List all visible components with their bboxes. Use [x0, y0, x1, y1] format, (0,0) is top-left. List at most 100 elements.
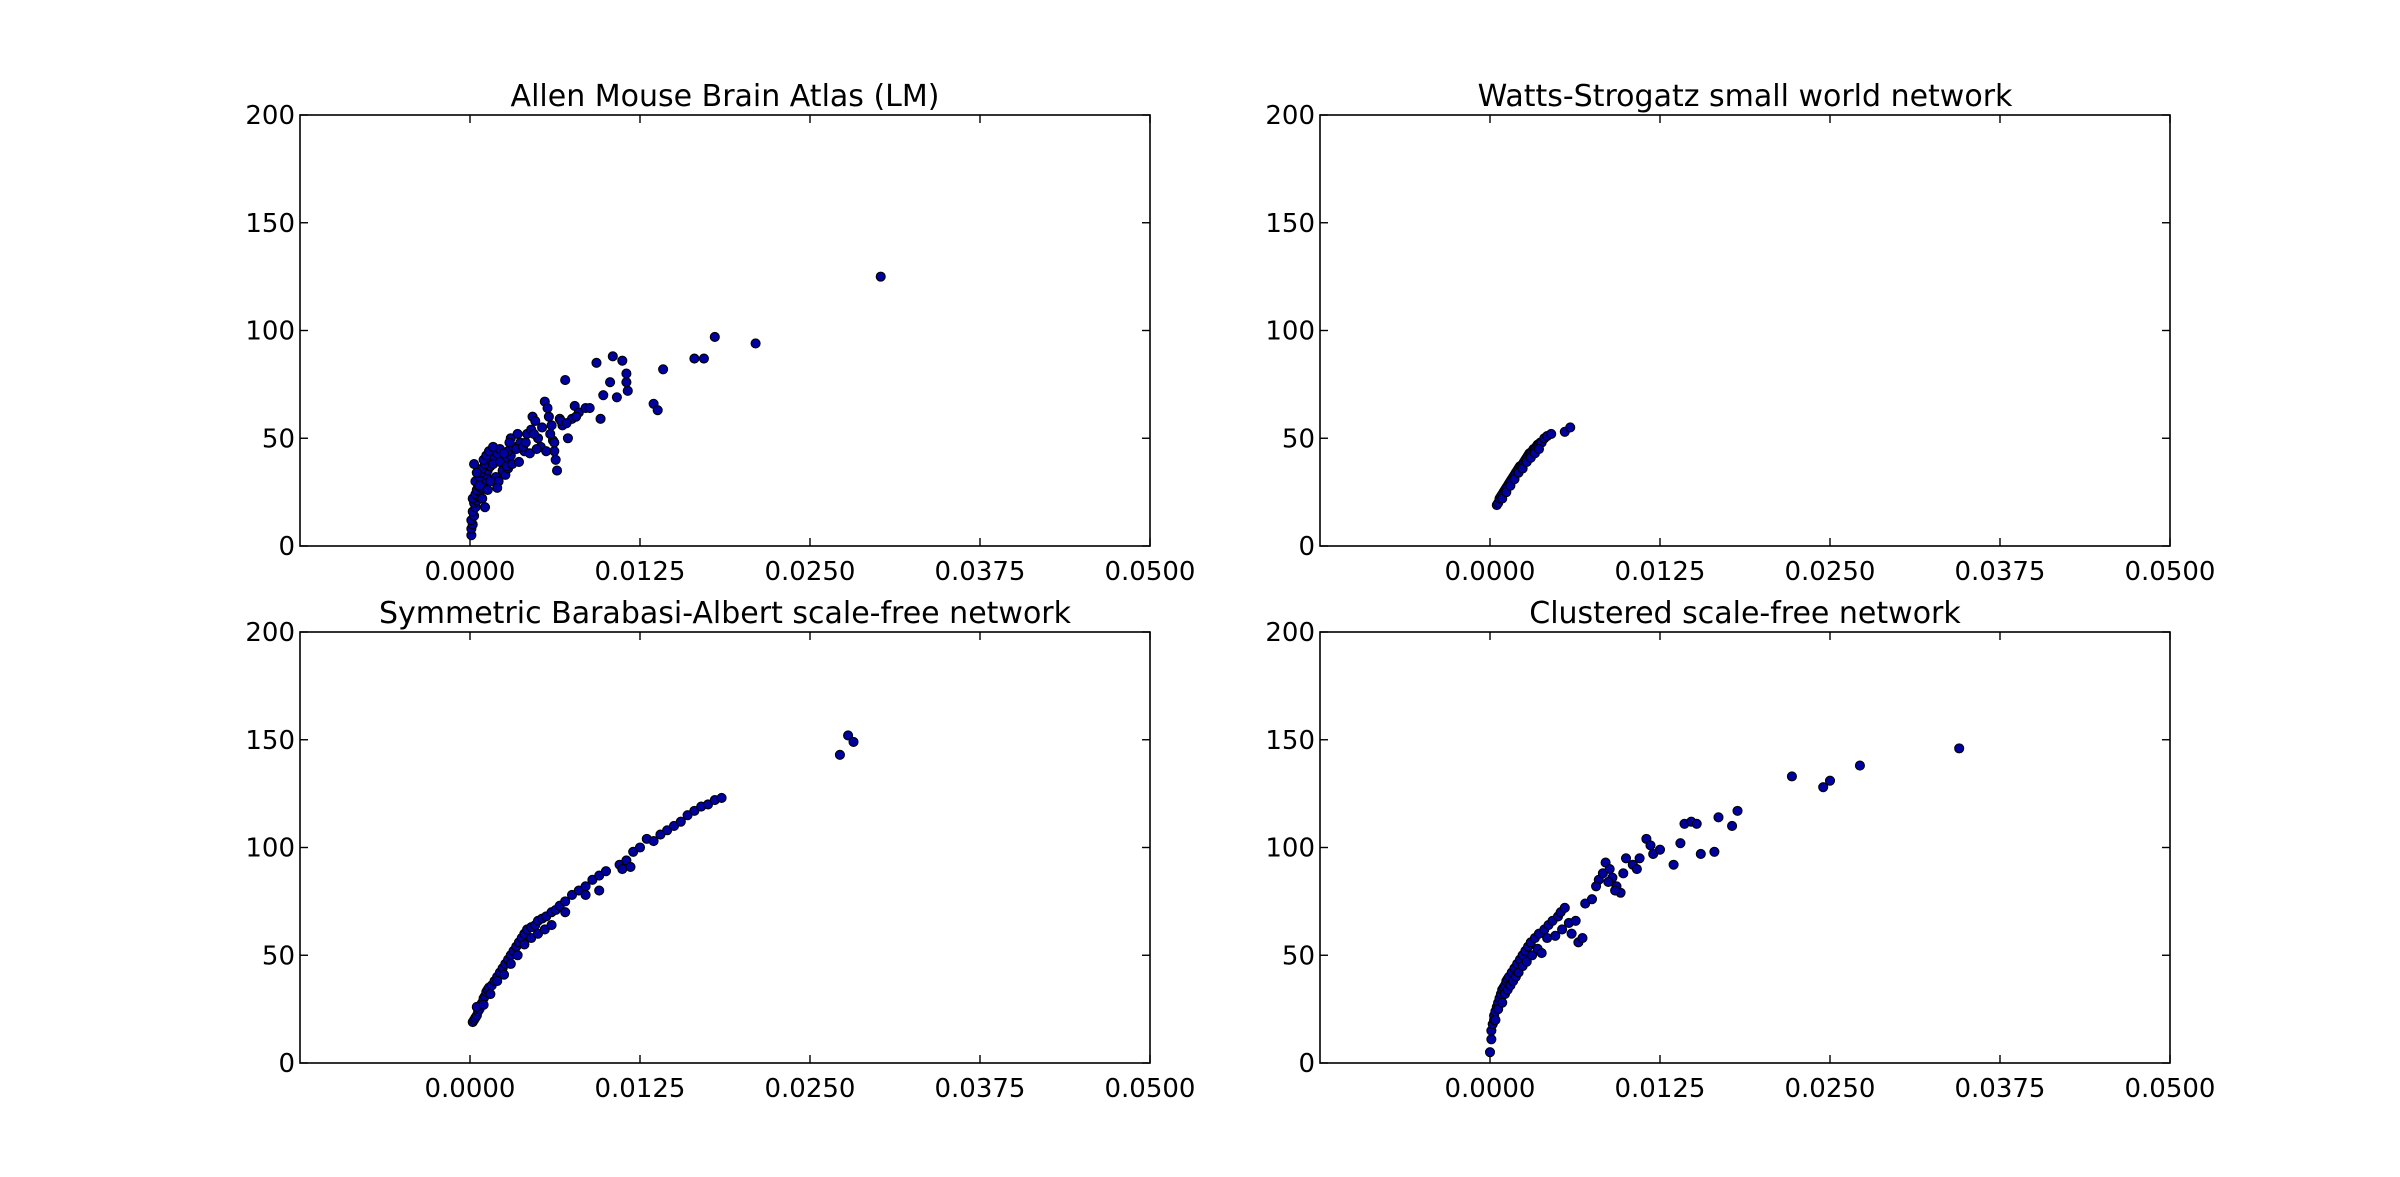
y-tick-label: 150 — [1265, 209, 1315, 239]
x-tick-label: 0.0000 — [1445, 557, 1536, 587]
data-point — [1536, 948, 1547, 959]
data-point — [843, 730, 854, 741]
data-point — [1557, 924, 1568, 935]
data-point — [625, 861, 636, 872]
panel-watts-strogatz: Watts-Strogatz small world network 0.0000… — [1265, 79, 2215, 587]
data-point — [1570, 915, 1581, 926]
data-point — [621, 368, 632, 379]
data-point — [594, 885, 605, 896]
data-point — [485, 988, 496, 1000]
data-point — [488, 441, 499, 452]
data-point — [492, 482, 503, 493]
data-point — [505, 958, 516, 969]
data-point — [750, 338, 761, 349]
x-tick-label: 0.0000 — [425, 557, 516, 587]
data-point — [546, 920, 557, 931]
data-point — [478, 999, 489, 1010]
x-tick-label: 0.0250 — [765, 1074, 856, 1104]
y-tick-label: 150 — [245, 209, 295, 239]
data-point — [528, 428, 539, 439]
x-tick-label: 0.0125 — [1615, 557, 1706, 587]
data-point — [1954, 743, 1965, 754]
scatter-points — [466, 271, 886, 541]
y-tick-label: 50 — [1282, 424, 1315, 454]
data-point — [1542, 932, 1553, 944]
data-point — [492, 976, 503, 987]
x-tick-label: 0.0125 — [595, 557, 686, 587]
data-point — [542, 403, 553, 414]
data-point — [1490, 1014, 1501, 1025]
y-tick-label: 100 — [245, 834, 295, 864]
data-point — [530, 415, 541, 427]
panel-allen-mouse-brain: Allen Mouse Brain Atlas (LM) 0.0000 0.0125… — [245, 79, 1195, 587]
data-point — [498, 448, 510, 459]
data-point — [1668, 859, 1679, 870]
data-point — [1559, 902, 1570, 913]
data-point — [1675, 838, 1686, 849]
data-point — [560, 907, 571, 918]
x-tick-label: 0.0250 — [1785, 1074, 1876, 1104]
data-point — [1645, 840, 1656, 851]
data-point — [519, 939, 530, 950]
x-tick-label: 0.0125 — [595, 1074, 686, 1104]
y-tick-label: 100 — [245, 317, 295, 347]
data-point — [545, 428, 556, 439]
data-point — [1854, 760, 1865, 771]
data-point — [1497, 997, 1508, 1008]
data-point — [549, 437, 560, 448]
data-point — [571, 411, 582, 422]
y-tick-label: 200 — [1265, 101, 1315, 131]
data-point — [1631, 863, 1642, 875]
data-point — [1546, 428, 1557, 439]
data-point — [504, 437, 515, 448]
x-tick-label: 0.0500 — [2125, 1074, 2216, 1104]
data-point — [1550, 930, 1561, 941]
data-point — [875, 271, 886, 282]
data-point — [1521, 956, 1532, 967]
x-tick-label: 0.0125 — [1615, 1074, 1706, 1104]
data-point — [1566, 928, 1577, 939]
data-point — [562, 433, 573, 444]
data-point — [1527, 950, 1538, 961]
data-point — [561, 418, 572, 429]
data-point — [551, 465, 563, 476]
y-tick-label: 50 — [1282, 941, 1315, 971]
data-point — [634, 842, 646, 853]
data-point — [512, 428, 523, 439]
axes-frame — [299, 631, 1151, 1064]
data-point — [520, 437, 531, 448]
data-point — [848, 736, 859, 747]
data-point — [531, 443, 542, 455]
data-point — [584, 403, 595, 414]
chart-title: Allen Mouse Brain Atlas (LM) — [511, 79, 940, 114]
data-point — [675, 816, 686, 827]
data-point — [1603, 876, 1614, 888]
data-point — [600, 866, 612, 877]
data-point — [560, 896, 571, 907]
data-point — [617, 355, 628, 366]
data-point — [482, 484, 493, 496]
y-tick-label: 150 — [245, 726, 295, 756]
data-point — [477, 493, 488, 504]
data-point — [471, 467, 482, 478]
x-tick-label: 0.0375 — [935, 1074, 1026, 1104]
y-tick-label: 150 — [1265, 726, 1315, 756]
data-point — [611, 392, 622, 403]
data-point — [1634, 853, 1645, 864]
x-tick-label: 0.0375 — [935, 557, 1026, 587]
data-point — [1533, 443, 1545, 455]
data-point — [541, 446, 552, 457]
data-point — [1577, 932, 1588, 944]
y-tick-label: 100 — [1265, 834, 1315, 864]
data-point — [1786, 771, 1797, 782]
data-point — [1824, 775, 1836, 786]
y-tick-label: 200 — [245, 618, 295, 648]
y-tick-label: 50 — [262, 941, 295, 971]
x-tick-label: 0.0250 — [1785, 557, 1876, 587]
x-tick-label: 0.0500 — [1105, 1074, 1196, 1104]
data-point — [689, 353, 700, 364]
data-point — [1727, 820, 1738, 832]
x-tick-label: 0.0000 — [1445, 1074, 1536, 1104]
chart-title: Symmetric Barabasi-Albert scale-free net… — [379, 596, 1072, 631]
